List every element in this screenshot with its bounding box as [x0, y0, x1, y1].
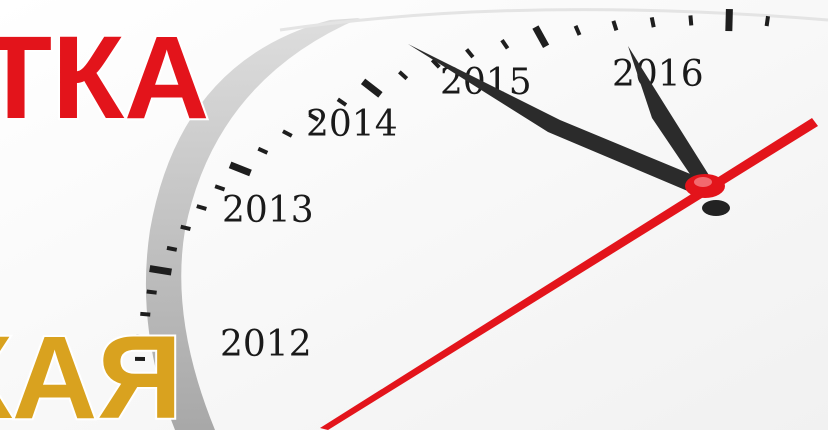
- year-label: 2013: [222, 190, 314, 231]
- hub-highlight: [694, 177, 712, 187]
- clock-scene: ТКА КАЯ 2012 2013 2014 2015 2016: [0, 0, 828, 430]
- hub-base: [702, 200, 730, 216]
- year-label: 2014: [306, 104, 398, 145]
- headline-bottom: КАЯ: [0, 312, 182, 430]
- clock-tick: [688, 15, 693, 25]
- clock-tick: [725, 9, 733, 31]
- page: {"headline": {"top": "ТКА", "bottom": "К…: [0, 0, 828, 430]
- year-label: 2016: [612, 54, 704, 95]
- headline-top: ТКА: [0, 12, 209, 144]
- year-label: 2012: [220, 324, 312, 365]
